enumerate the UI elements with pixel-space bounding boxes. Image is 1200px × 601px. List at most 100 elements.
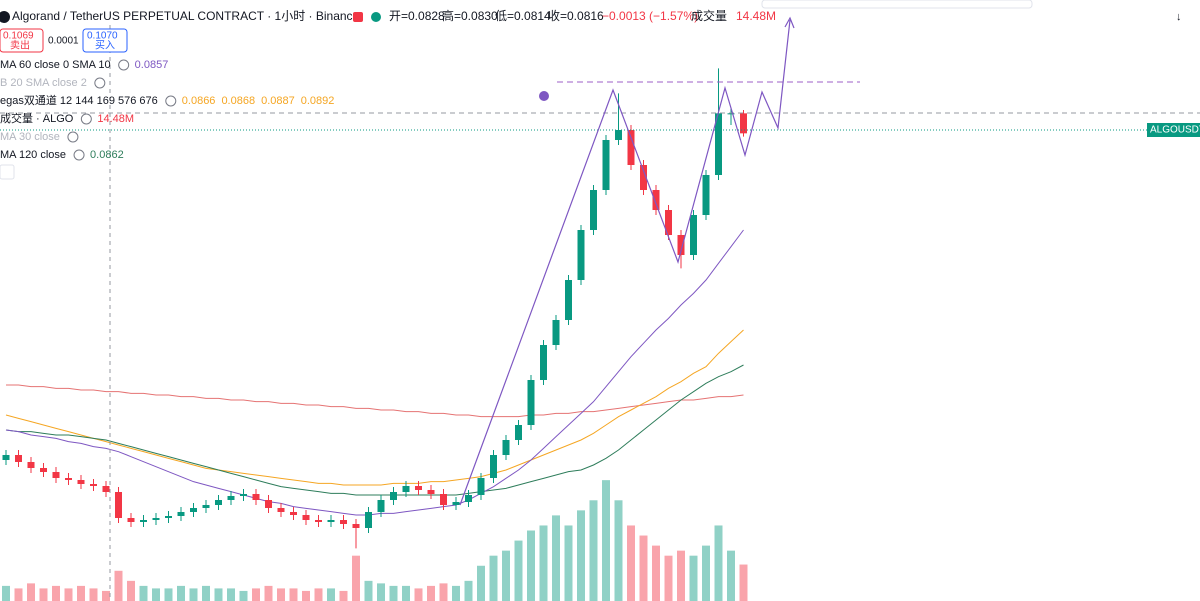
sell-button[interactable] [0, 28, 44, 53]
legend-icon[interactable] [73, 149, 85, 161]
candle-body [65, 478, 72, 480]
quote-low: 低=0.0814 [495, 9, 551, 23]
candle-body [515, 425, 522, 440]
volume-bar [489, 555, 498, 601]
candle-body [427, 490, 435, 494]
volume-bar [202, 585, 210, 601]
candle-body [115, 492, 122, 518]
symbol[interactable]: Algorand / TetherUS PERPETUAL CONTRACT ·… [12, 9, 360, 23]
volume-bar [164, 588, 173, 601]
candle-body [715, 113, 722, 175]
candle-body [365, 512, 372, 528]
volume-bar [377, 583, 385, 601]
volume-bar [77, 585, 85, 601]
legend-value: 0.0857 [135, 59, 169, 71]
volume-bar [577, 510, 585, 601]
legend-name: MA 30 close [0, 131, 60, 143]
candle-body [452, 502, 460, 505]
volume-bar [564, 525, 573, 601]
legend-toggle[interactable] [0, 164, 15, 180]
candle-body [315, 520, 322, 522]
drawing-path [459, 19, 791, 506]
sell-price[interactable]: 0.1069 [3, 31, 34, 42]
spread: 0.0001 [48, 36, 79, 47]
volume-bar [264, 585, 273, 601]
legend-name: B 20 SMA close 2 [0, 77, 87, 89]
candle-body [702, 175, 710, 215]
volume-bar [589, 500, 598, 601]
candle-body [565, 280, 572, 320]
quote-volume-label: 成交量 [691, 8, 727, 23]
volume-bar [602, 480, 610, 601]
legend-icon[interactable] [67, 131, 79, 143]
volume-bar [252, 588, 260, 601]
volume-bar [739, 564, 748, 601]
candle-body [527, 380, 535, 425]
buy-button[interactable] [82, 28, 128, 53]
candle-body [627, 130, 635, 165]
candle-body [377, 500, 385, 512]
volume-bar [477, 565, 485, 601]
legend-icon[interactable] [94, 77, 106, 89]
volume-bar [289, 588, 298, 601]
volume-bar [514, 540, 523, 601]
candle-body [590, 190, 597, 230]
volume-bar [2, 585, 10, 601]
ma-line [5, 329, 744, 486]
alert-icon[interactable] [539, 91, 549, 101]
candle-body [177, 512, 185, 516]
volume-bar [714, 525, 723, 601]
candle-body [652, 190, 660, 210]
volume-bar [452, 585, 460, 601]
volume-bar [139, 585, 148, 601]
candle-body [215, 500, 222, 505]
candle-body [740, 113, 747, 134]
volume-bar [427, 585, 435, 601]
volume-bar [239, 590, 248, 601]
volume-bar [339, 590, 348, 601]
toolbar[interactable] [761, 0, 1033, 9]
legend-value: 0.0868 [221, 95, 255, 107]
collapse-icon[interactable]: ↓ [1176, 11, 1182, 23]
volume-bar [214, 588, 223, 601]
legend-value: 0.0866 [182, 95, 216, 107]
quote-change: −0.0013 (−1.57%) [602, 9, 698, 23]
candle-body [240, 494, 247, 496]
candle-body [477, 478, 485, 495]
candle-body [552, 320, 560, 345]
candle-body [265, 500, 272, 508]
candle-body [252, 494, 260, 500]
legend-name: egas双通道 12 144 169 576 676 [0, 93, 158, 107]
volume-bar [664, 555, 673, 601]
volume-bar [439, 583, 448, 601]
sell-label[interactable]: 卖出 [10, 39, 30, 52]
volume-bar [639, 535, 648, 601]
legend-icon[interactable] [165, 95, 177, 107]
buy-label[interactable]: 买入 [95, 40, 115, 52]
buy-price[interactable]: 0.1070 [87, 31, 118, 42]
candle-body [52, 472, 60, 478]
candle-body [102, 486, 110, 492]
volume-bar [352, 555, 360, 601]
ma-line [5, 229, 744, 516]
candle-body [490, 455, 497, 478]
candle-body [15, 455, 22, 462]
flag[interactable] [353, 12, 363, 22]
volume-bar [102, 590, 110, 601]
quote-high: 高=0.0830 [442, 8, 498, 23]
volume-bar [539, 525, 548, 601]
volume-bar [702, 545, 710, 601]
volume-bar [614, 500, 623, 601]
volume-bar [14, 588, 23, 601]
volume-bar [27, 583, 35, 601]
volume-bar [152, 588, 160, 601]
legend-name: MA 60 close 0 SMA 10 [0, 59, 111, 71]
volume-bar [502, 550, 510, 601]
legend-icon[interactable] [80, 113, 92, 125]
candle-body [227, 496, 235, 500]
candle-body [352, 524, 360, 528]
legend-icon[interactable] [118, 59, 130, 71]
candle-body [502, 440, 510, 455]
candle-body [140, 520, 147, 522]
